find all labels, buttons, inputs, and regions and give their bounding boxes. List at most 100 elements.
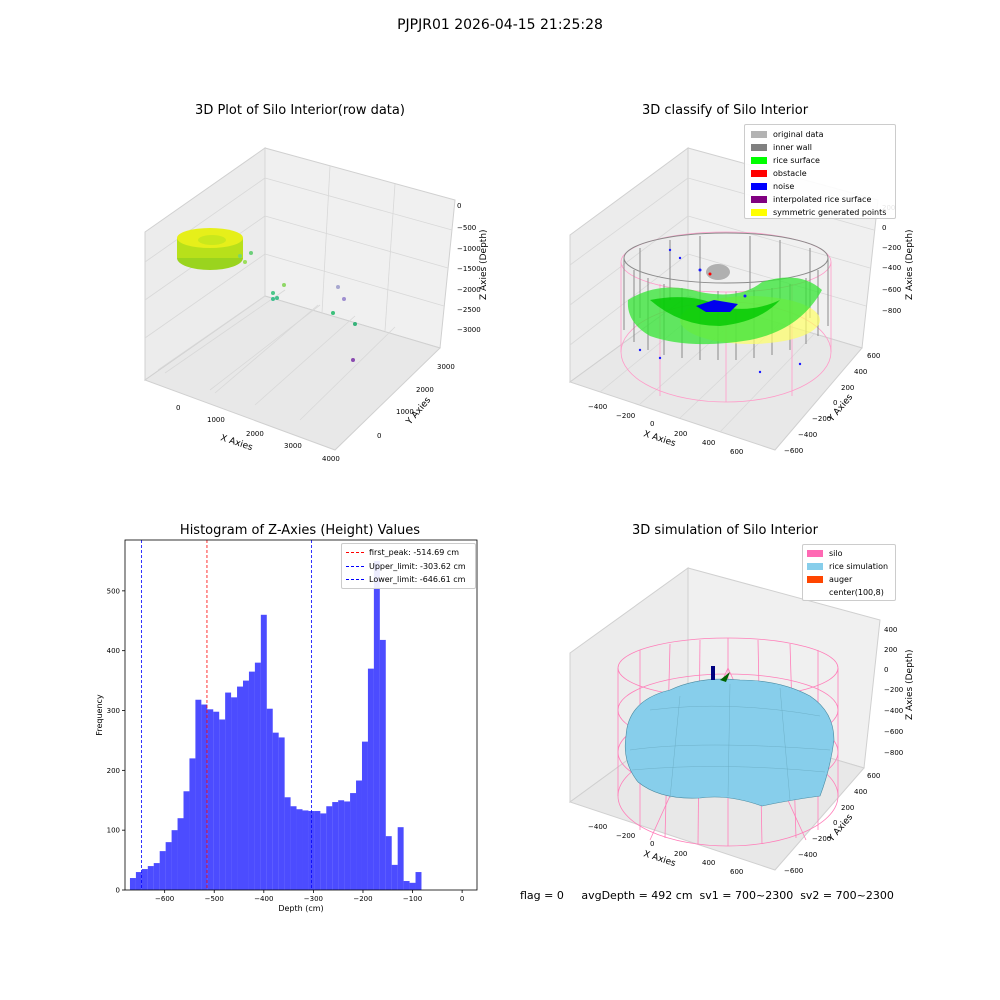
histogram-bar — [237, 686, 243, 890]
histogram-x-tick-label: 0 — [460, 895, 464, 903]
histogram-legend: first_peak: -514.69 cm Upper_limit: -303… — [341, 543, 476, 589]
raw-point — [249, 251, 253, 255]
classify-x-tick: 0 — [650, 420, 654, 428]
histogram-bar — [266, 708, 273, 890]
figure-title: PJPJR01 2026-04-15 21:25:28 — [397, 17, 603, 33]
legend-swatch — [807, 563, 823, 570]
simulation-x-tick: −200 — [616, 832, 635, 840]
legend-entry: rice simulation — [807, 560, 888, 573]
legend-label: obstacle — [773, 168, 807, 178]
classify-x-tick: −200 — [616, 412, 635, 420]
classify-panel-title: 3D classify of Silo Interior — [641, 103, 809, 118]
histogram-bar — [278, 737, 285, 890]
histogram-bar — [415, 872, 422, 890]
classify-noise-cluster — [696, 300, 738, 312]
classify-x-label: X Axies — [642, 429, 677, 449]
histogram-bar — [350, 793, 357, 890]
histogram-bar — [302, 810, 309, 890]
legend-entry: interpolated rice surface — [751, 193, 871, 205]
histogram-bar — [195, 699, 202, 890]
simulation-y-tick: 400 — [854, 788, 867, 796]
classify-noise-point — [698, 268, 702, 272]
histogram-bar — [213, 711, 220, 890]
raw-point — [353, 322, 357, 326]
raw-point — [351, 358, 355, 362]
simulation-x-tick: 200 — [674, 850, 687, 858]
raw-z-tick: −1500 — [457, 265, 481, 273]
legend-label: symmetric generated points — [773, 207, 887, 217]
histogram-bar — [272, 732, 279, 890]
histogram-x-tick-label: −300 — [304, 895, 323, 903]
legend-entry: symmetric generated points — [751, 206, 886, 218]
classify-y-tick: 400 — [854, 368, 867, 376]
raw-y-tick: 2000 — [416, 386, 434, 394]
histogram-x-tick-label: −600 — [155, 895, 174, 903]
simulation-y-tick: 200 — [841, 804, 854, 812]
histogram-y-tick-label: 500 — [107, 587, 120, 595]
classify-noise-point — [638, 348, 642, 352]
histogram-chart[interactable]: −600 −500 −400 −300 −200 −100 0 0 100 200 300 400 5… — [0, 500, 500, 1000]
classify-original-cluster — [706, 264, 730, 280]
classify-x-tick: 200 — [674, 430, 687, 438]
histogram-y-tick-label: 400 — [107, 647, 120, 655]
simulation-y-tick: 0 — [833, 819, 837, 827]
legend-entry: Upper_limit: -303.62 cm — [346, 560, 466, 573]
histogram-bar — [284, 797, 291, 890]
histogram-x-tick-label: −500 — [205, 895, 224, 903]
legend-label: inner wall — [773, 142, 813, 152]
histogram-bar — [379, 639, 386, 890]
histogram-y-tick-label: 200 — [107, 767, 120, 775]
classify-y-tick: −200 — [812, 415, 831, 423]
histogram-plot-frame — [124, 539, 478, 891]
legend-swatch — [751, 182, 767, 190]
legend-entry: Lower_limit: -646.61 cm — [346, 573, 465, 586]
simulation-z-tick: −400 — [884, 707, 903, 715]
simulation-z-label: Z Axies (Depth) — [905, 649, 915, 720]
legend-swatch — [807, 589, 823, 596]
classify-z-tick: −600 — [882, 286, 901, 294]
classify-noise-point — [743, 294, 747, 298]
simulation-y-label: Y Axies — [826, 812, 855, 844]
histogram-bar — [290, 806, 297, 890]
raw-point — [336, 285, 340, 289]
histogram-bar — [326, 806, 333, 890]
histogram-bar — [183, 791, 190, 890]
simulation-x-tick: 400 — [702, 859, 715, 867]
classify-z-tick: 0 — [882, 224, 886, 232]
simulation-y-tick: −400 — [798, 851, 817, 859]
histogram-bar — [159, 851, 166, 890]
simulation-y-tick: 600 — [867, 772, 880, 780]
legend-label: rice simulation — [829, 562, 889, 571]
histogram-bar — [165, 842, 172, 890]
histogram-x-tick-label: −200 — [353, 895, 372, 903]
raw-3d-plot[interactable]: 0 1000 2000 3000 4000 0 1000 2000 3000 0… — [0, 0, 500, 500]
legend-label: Lower_limit: -646.61 cm — [369, 575, 466, 584]
legend-swatch — [751, 208, 767, 216]
classify-legend: original data inner wall rice surface ob… — [744, 124, 896, 219]
raw-point — [331, 311, 335, 315]
histogram-bar — [385, 836, 392, 890]
legend-label: silo — [829, 549, 843, 558]
histogram-bar — [356, 780, 362, 890]
simulation-x-tick: −400 — [588, 823, 607, 831]
classify-x-tick: 600 — [730, 448, 743, 456]
classify-3d-plot[interactable]: −400 −200 0 200 400 600 −600 −400 −200 0… — [500, 0, 1000, 500]
raw-z-tick: −1000 — [457, 245, 481, 253]
classify-z-tick: −400 — [882, 264, 901, 272]
raw-point — [238, 254, 242, 258]
legend-label: rice surface — [773, 155, 820, 165]
simulation-rice-surface — [624, 678, 835, 807]
classify-x-tick: −400 — [588, 403, 607, 411]
legend-entry: center(100,8) — [807, 586, 884, 599]
histogram-bar — [260, 614, 267, 890]
histogram-bar — [373, 560, 380, 890]
histogram-x-tick-label: −400 — [254, 895, 273, 903]
classify-y-tick: 200 — [841, 384, 854, 392]
legend-label: center(100,8) — [829, 588, 884, 597]
histogram-bar — [231, 697, 238, 890]
simulation-3d-plot[interactable]: −400 −200 0 200 400 600 −600 −400 −200 0… — [500, 500, 1000, 1000]
histogram-bar — [219, 719, 226, 890]
legend-line — [346, 566, 364, 567]
classify-y-tick: 600 — [867, 352, 880, 360]
histogram-bar — [225, 692, 232, 890]
